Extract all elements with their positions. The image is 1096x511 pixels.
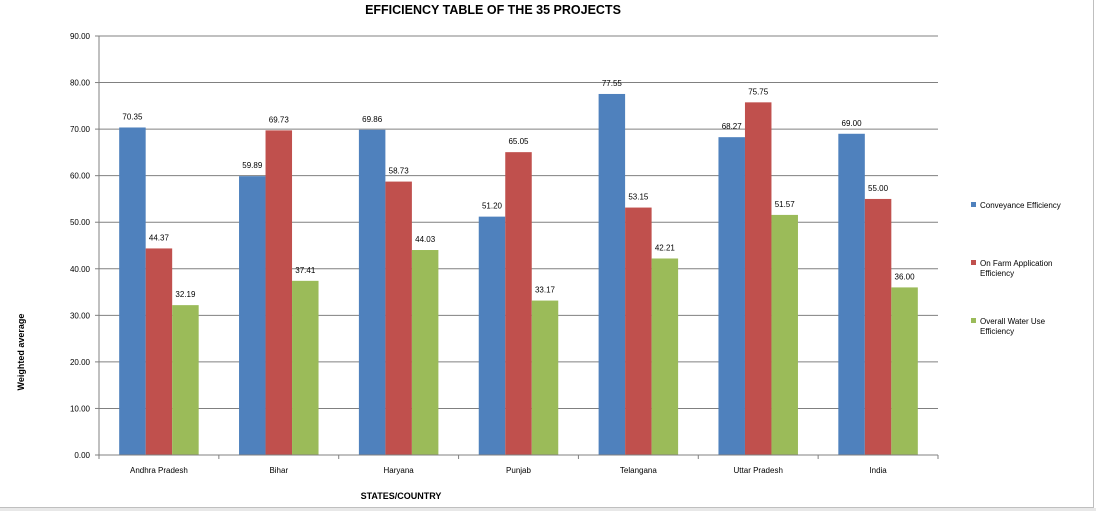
legend-label: Conveyance Efficiency [980,201,1061,210]
bar [598,93,626,455]
bar [771,214,798,455]
data-label: 77.55 [602,79,623,88]
x-axis-title: STATES/COUNTRY [361,491,442,501]
y-tick-label: 60.00 [70,172,91,181]
legend-swatch [971,202,976,207]
data-label: 51.57 [775,200,796,209]
legend-swatch [971,260,976,265]
y-tick-label: 10.00 [70,404,91,413]
y-tick-label: 50.00 [70,218,91,227]
bar [531,300,559,455]
x-category-label: Haryana [384,466,415,475]
bar [838,133,865,455]
data-labels: 70.35 44.37 32.19 59.89 69.73 37.41 69.86 58.73… [122,79,915,299]
bar [145,248,173,455]
legend: Conveyance Efficiency On Farm Application… [971,201,1061,336]
chart-title: EFFICIENCY TABLE OF THE 35 PROJECTS [365,3,621,17]
data-label: 65.05 [508,137,529,146]
data-label: 53.15 [628,193,649,202]
y-tick-label: 70.00 [70,125,91,134]
data-label: 37.41 [295,266,316,275]
legend-label: Efficiency [980,269,1014,278]
x-category-label: India [869,466,887,475]
data-label: 69.73 [269,115,290,124]
data-label: 33.17 [535,286,556,295]
data-label: 36.00 [895,272,916,281]
data-label: 42.21 [655,243,676,252]
legend-swatch [971,318,976,323]
y-axis-title: Weighted average [16,314,26,391]
data-label: 70.35 [122,112,143,121]
legend-label: On Farm Application [980,259,1052,268]
bar [265,130,293,456]
data-label: 69.00 [842,119,863,128]
data-label: 51.20 [482,202,503,211]
data-label: 58.73 [389,167,410,176]
data-label: 59.89 [242,161,263,170]
bar [411,250,439,455]
bar [718,137,745,455]
bar [358,129,386,456]
data-label: 55.00 [868,184,889,193]
x-category-label: Uttar Pradesh [734,466,783,475]
bars [119,93,918,456]
bar [505,152,532,455]
x-category-label: Telangana [620,466,657,475]
bar [172,305,199,455]
y-tick-label: 80.00 [70,79,91,88]
bar [891,287,918,455]
bar [625,207,652,455]
bar [292,280,319,455]
y-tick-label: 90.00 [70,32,91,41]
bar [478,216,506,455]
bar [744,102,772,455]
data-label: 44.37 [149,233,170,242]
data-label: 69.86 [362,115,383,124]
legend-label: Efficiency [980,327,1014,336]
legend-label: Overall Water Use [980,317,1046,326]
data-label: 32.19 [175,290,196,299]
x-axis-categories: Andhra Pradesh Bihar Haryana Punjab Telangan… [98,455,939,475]
y-tick-label: 0.00 [74,451,90,460]
y-tick-label: 20.00 [70,358,91,367]
bar [239,176,266,455]
bar [864,198,892,455]
y-tick-label: 30.00 [70,311,91,320]
bar [651,258,679,455]
y-axis-ticks: 0.00 10.00 20.00 30.00 40.00 50.00 60.00 70.00 8… [70,32,99,460]
bar [119,127,146,456]
bar [385,181,412,455]
x-category-label: Andhra Pradesh [130,466,188,475]
data-label: 75.75 [748,87,769,96]
y-tick-label: 40.00 [70,265,91,274]
data-label: 68.27 [722,122,743,131]
x-category-label: Bihar [269,466,288,475]
x-category-label: Punjab [506,466,531,475]
data-label: 44.03 [415,235,436,244]
sheet-tab-strip [0,508,1096,511]
